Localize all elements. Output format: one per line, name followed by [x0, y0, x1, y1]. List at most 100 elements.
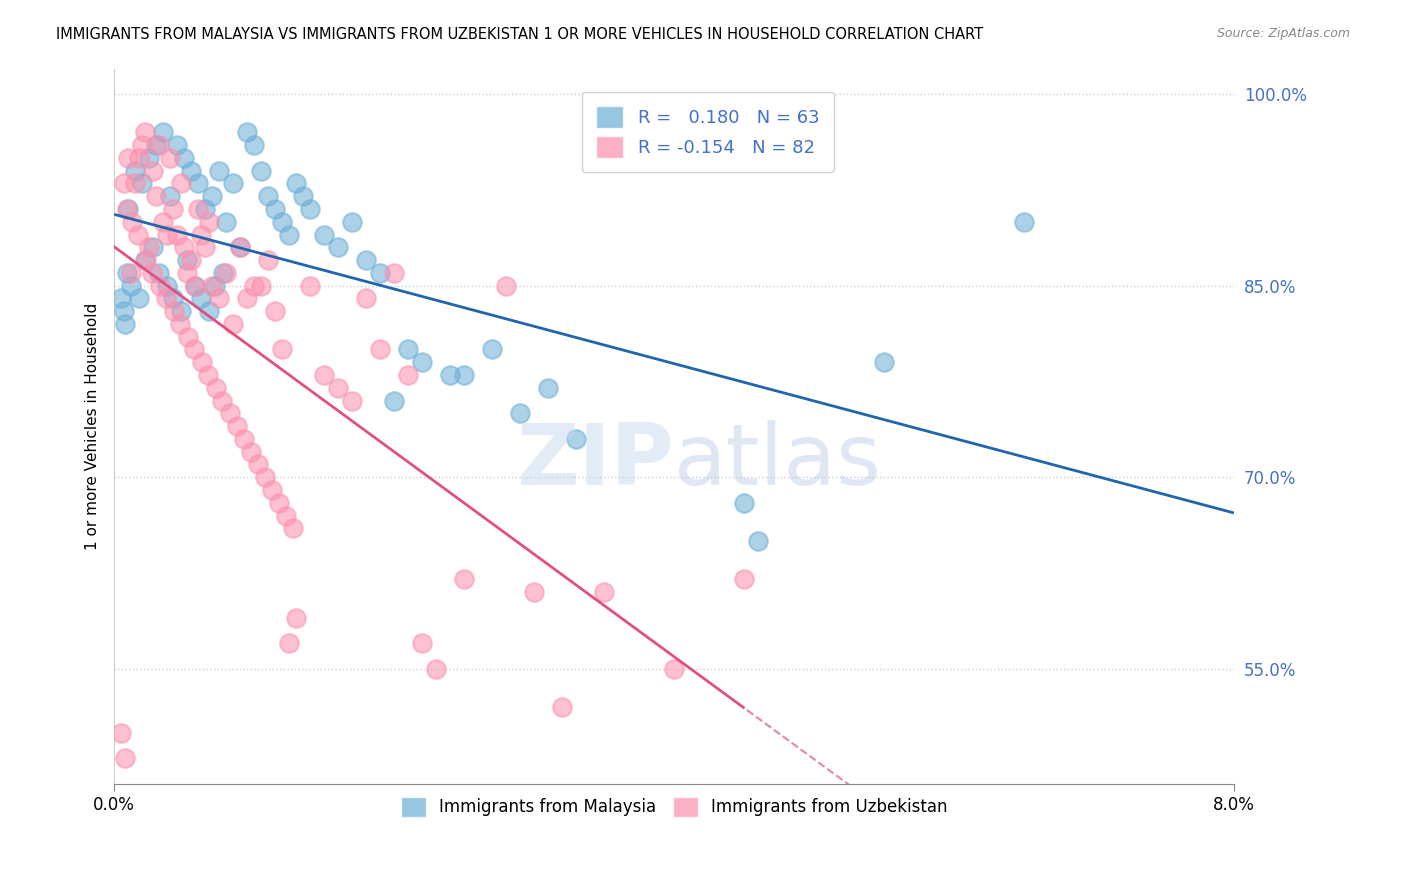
Immigrants from Malaysia	[747, 534, 769, 549]
Immigrants from Malaysia	[292, 189, 315, 203]
Immigrants from Malaysia	[198, 304, 221, 318]
Immigrants from Uzbekistan	[264, 304, 287, 318]
Immigrants from Uzbekistan	[173, 240, 195, 254]
Immigrants from Malaysia	[138, 151, 160, 165]
Immigrants from Uzbekistan	[180, 253, 202, 268]
Immigrants from Malaysia	[208, 163, 231, 178]
Immigrants from Malaysia	[128, 292, 150, 306]
Immigrants from Uzbekistan	[138, 240, 160, 254]
Immigrants from Uzbekistan	[190, 227, 212, 242]
Immigrants from Uzbekistan	[340, 393, 363, 408]
Immigrants from Malaysia	[243, 138, 266, 153]
Immigrants from Uzbekistan	[396, 368, 419, 382]
Immigrants from Uzbekistan	[229, 240, 252, 254]
Immigrants from Malaysia	[733, 496, 755, 510]
Immigrants from Uzbekistan	[155, 292, 177, 306]
Immigrants from Malaysia	[190, 292, 212, 306]
Immigrants from Malaysia	[264, 202, 287, 216]
Immigrants from Uzbekistan	[124, 177, 146, 191]
Immigrants from Uzbekistan	[127, 227, 149, 242]
Immigrants from Malaysia	[250, 163, 273, 178]
Immigrants from Uzbekistan	[152, 215, 174, 229]
Immigrants from Uzbekistan	[114, 751, 136, 765]
Immigrants from Uzbekistan	[254, 470, 277, 484]
Immigrants from Uzbekistan	[115, 202, 138, 216]
Immigrants from Uzbekistan	[145, 189, 167, 203]
Immigrants from Uzbekistan	[551, 700, 574, 714]
Immigrants from Uzbekistan	[156, 227, 179, 242]
Immigrants from Malaysia	[184, 278, 207, 293]
Immigrants from Malaysia	[537, 381, 560, 395]
Immigrants from Uzbekistan	[250, 278, 273, 293]
Immigrants from Uzbekistan	[166, 227, 188, 242]
Immigrants from Malaysia	[382, 393, 405, 408]
Immigrants from Uzbekistan	[177, 329, 200, 343]
Immigrants from Uzbekistan	[198, 215, 221, 229]
Text: atlas: atlas	[673, 420, 882, 503]
Immigrants from Uzbekistan	[112, 177, 135, 191]
Immigrants from Uzbekistan	[191, 355, 214, 369]
Immigrants from Malaysia	[120, 278, 142, 293]
Immigrants from Malaysia	[396, 343, 419, 357]
Immigrants from Uzbekistan	[276, 508, 298, 523]
Immigrants from Malaysia	[176, 253, 198, 268]
Immigrants from Malaysia	[117, 202, 139, 216]
Immigrants from Uzbekistan	[128, 151, 150, 165]
Immigrants from Malaysia	[131, 177, 153, 191]
Immigrants from Uzbekistan	[271, 343, 294, 357]
Immigrants from Uzbekistan	[205, 381, 228, 395]
Immigrants from Uzbekistan	[201, 278, 224, 293]
Immigrants from Uzbekistan	[163, 304, 186, 318]
Immigrants from Uzbekistan	[131, 138, 153, 153]
Immigrants from Uzbekistan	[233, 432, 256, 446]
Immigrants from Malaysia	[142, 240, 165, 254]
Immigrants from Uzbekistan	[425, 662, 447, 676]
Immigrants from Malaysia	[439, 368, 461, 382]
Immigrants from Malaysia	[194, 202, 217, 216]
Immigrants from Malaysia	[229, 240, 252, 254]
Immigrants from Uzbekistan	[283, 521, 305, 535]
Immigrants from Uzbekistan	[314, 368, 336, 382]
Immigrants from Uzbekistan	[240, 444, 263, 458]
Immigrants from Uzbekistan	[733, 573, 755, 587]
Immigrants from Uzbekistan	[219, 406, 242, 420]
Immigrants from Uzbekistan	[197, 368, 219, 382]
Immigrants from Uzbekistan	[593, 585, 616, 599]
Immigrants from Uzbekistan	[159, 151, 181, 165]
Immigrants from Uzbekistan	[194, 240, 217, 254]
Immigrants from Malaysia	[481, 343, 503, 357]
Immigrants from Uzbekistan	[176, 266, 198, 280]
Immigrants from Uzbekistan	[162, 202, 184, 216]
Immigrants from Malaysia	[368, 266, 391, 280]
Immigrants from Uzbekistan	[142, 163, 165, 178]
Immigrants from Malaysia	[278, 227, 301, 242]
Immigrants from Malaysia	[159, 189, 181, 203]
Immigrants from Uzbekistan	[120, 266, 142, 280]
Immigrants from Uzbekistan	[183, 343, 205, 357]
Immigrants from Uzbekistan	[257, 253, 280, 268]
Immigrants from Uzbekistan	[149, 278, 172, 293]
Immigrants from Uzbekistan	[169, 317, 191, 331]
Immigrants from Uzbekistan	[278, 636, 301, 650]
Immigrants from Malaysia	[222, 177, 245, 191]
Immigrants from Uzbekistan	[187, 202, 209, 216]
Immigrants from Malaysia	[134, 253, 156, 268]
Text: IMMIGRANTS FROM MALAYSIA VS IMMIGRANTS FROM UZBEKISTAN 1 OR MORE VEHICLES IN HOU: IMMIGRANTS FROM MALAYSIA VS IMMIGRANTS F…	[56, 27, 983, 42]
Immigrants from Malaysia	[110, 292, 132, 306]
Immigrants from Uzbekistan	[495, 278, 517, 293]
Immigrants from Uzbekistan	[170, 177, 193, 191]
Immigrants from Uzbekistan	[411, 636, 433, 650]
Immigrants from Malaysia	[212, 266, 235, 280]
Immigrants from Malaysia	[285, 177, 308, 191]
Immigrants from Uzbekistan	[382, 266, 405, 280]
Immigrants from Malaysia	[112, 304, 135, 318]
Immigrants from Uzbekistan	[141, 266, 163, 280]
Immigrants from Uzbekistan	[368, 343, 391, 357]
Immigrants from Uzbekistan	[247, 458, 270, 472]
Immigrants from Malaysia	[115, 266, 138, 280]
Immigrants from Uzbekistan	[523, 585, 546, 599]
Immigrants from Malaysia	[340, 215, 363, 229]
Immigrants from Malaysia	[180, 163, 202, 178]
Immigrants from Malaysia	[166, 138, 188, 153]
Immigrants from Malaysia	[1012, 215, 1035, 229]
